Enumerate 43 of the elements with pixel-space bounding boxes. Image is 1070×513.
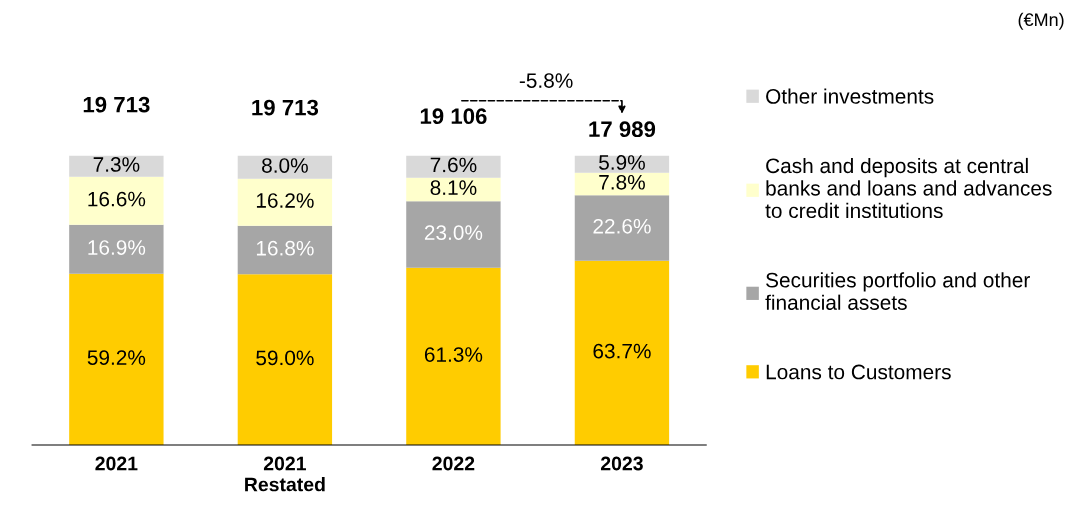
data-label: 59.0% [256, 350, 314, 366]
bar [406, 267, 501, 445]
data-label: 7.8% [599, 174, 645, 190]
bar [406, 177, 501, 202]
annotation: 19 106 [420, 108, 487, 125]
legend-label: Loans to Customers [766, 364, 951, 380]
legend-label: Securities portfolio and other financial assets [765, 272, 1030, 310]
legend-label: Cash and deposits at central banks and loans and advances to credit institutions [765, 157, 1052, 219]
data-label: 16.8% [256, 240, 314, 256]
data-label: 16.9% [88, 240, 146, 255]
x-tick-label: 2021 [95, 456, 138, 471]
annotation: 19 713 [83, 96, 150, 113]
annotation: 19 713 [252, 99, 319, 116]
text: -5.8% [519, 73, 573, 88]
data-label: 23.0% [424, 225, 483, 240]
data-label: 22.6% [593, 218, 651, 234]
data-label: 5.9% [599, 155, 645, 170]
bar [69, 155, 164, 177]
data-label: 63.7% [593, 343, 651, 359]
data-label: 59.2% [87, 350, 146, 365]
data-label: 61.3% [424, 347, 483, 362]
bar [69, 176, 164, 225]
annotation: 17 989 [589, 121, 656, 138]
bar [237, 225, 333, 275]
x-tick-label: 2022 [432, 456, 475, 471]
bar [69, 224, 164, 274]
bar [406, 201, 501, 268]
bar [574, 260, 670, 445]
data-label: 16.2% [256, 193, 314, 208]
legend-label: Other investments [766, 88, 934, 104]
data-label: 7.6% [430, 157, 477, 173]
x-tick-label: 2023 [600, 456, 643, 471]
bar [406, 155, 501, 178]
bar [69, 273, 164, 445]
bar [237, 274, 333, 445]
bar [237, 178, 333, 226]
text: (€Mn) [1018, 12, 1064, 30]
bar [574, 195, 670, 261]
data-label: 7.3% [93, 157, 140, 172]
data-label: 8.1% [430, 180, 477, 196]
data-label: 16.6% [88, 191, 146, 207]
x-tick-label: 2021 Restated [245, 456, 325, 492]
data-label: 8.0% [262, 158, 308, 173]
